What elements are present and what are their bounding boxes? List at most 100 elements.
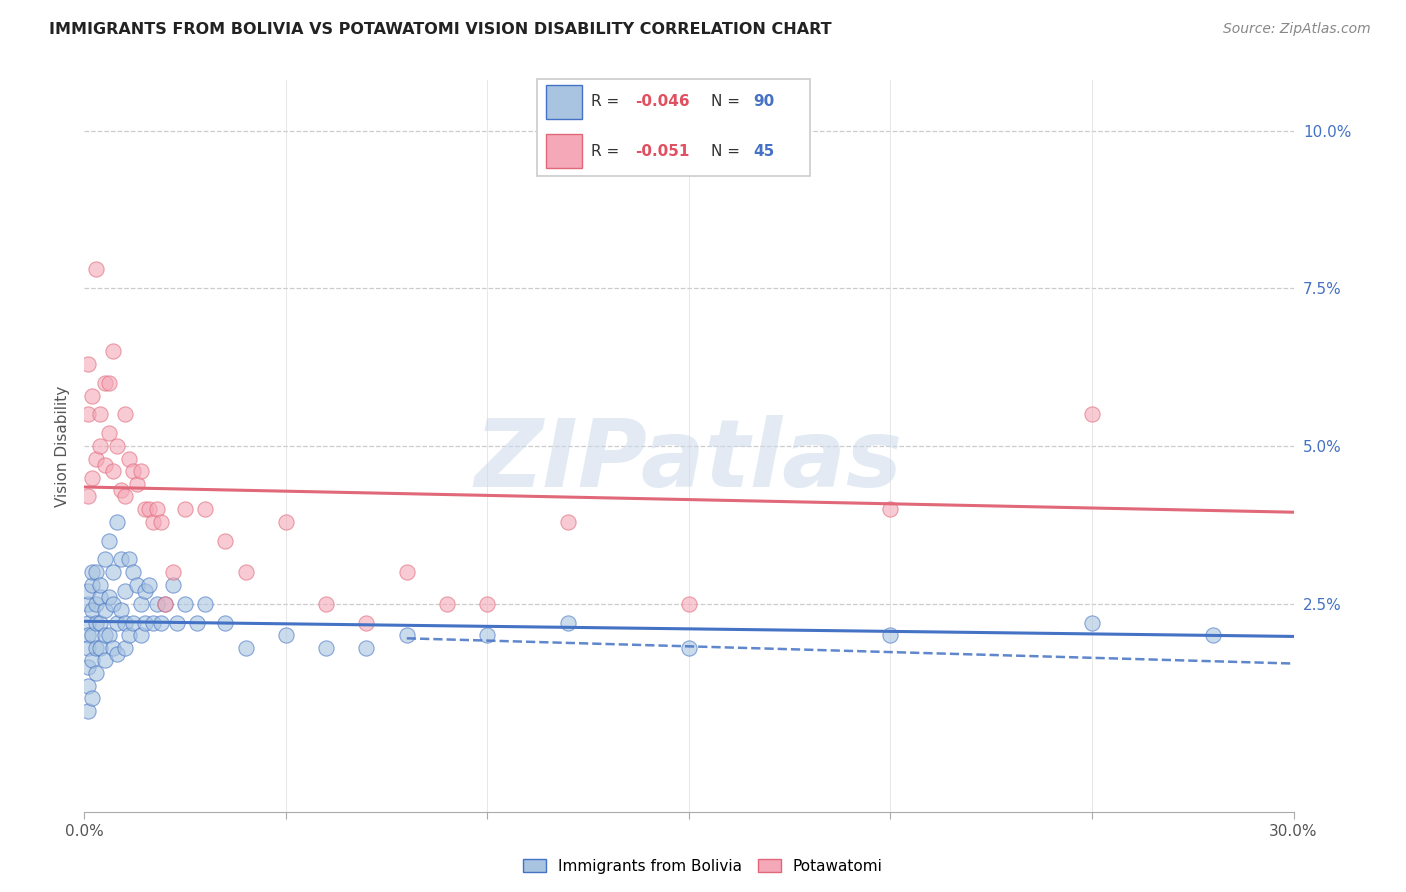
Point (356, 640, 378, 655)
Point (114, 640, 136, 655)
Text: R =: R = (591, 144, 624, 159)
Point (138, 502, 160, 516)
Point (121, 615, 143, 630)
Point (82, 388, 104, 402)
Point (138, 578, 160, 592)
Point (77, 357, 100, 371)
Point (395, 565, 418, 579)
Point (93, 628, 115, 642)
Point (77, 640, 100, 655)
Point (82, 628, 104, 642)
Point (1081, 408, 1104, 422)
FancyBboxPatch shape (537, 78, 810, 177)
Point (89, 578, 111, 592)
Text: Source: ZipAtlas.com: Source: ZipAtlas.com (1223, 22, 1371, 37)
Point (82, 470, 104, 484)
Point (214, 615, 236, 630)
Point (86, 615, 108, 630)
Point (153, 597, 176, 611)
Point (235, 565, 257, 579)
Point (110, 603, 132, 617)
Point (77, 408, 100, 422)
Point (274, 628, 297, 642)
Point (97, 376, 120, 390)
Text: -0.051: -0.051 (636, 144, 690, 159)
Y-axis label: Vision Disability: Vision Disability (55, 385, 70, 507)
Point (114, 584, 136, 599)
Text: 90: 90 (754, 95, 775, 110)
Point (105, 439, 128, 453)
Point (93, 603, 115, 617)
Point (86, 640, 108, 655)
Point (114, 408, 136, 422)
Point (86, 451, 108, 466)
Point (82, 578, 104, 592)
Point (77, 584, 100, 599)
Point (93, 552, 115, 566)
Point (114, 615, 136, 630)
Point (77, 704, 100, 718)
Point (89, 408, 111, 422)
Point (86, 597, 108, 611)
Point (129, 597, 152, 611)
Point (86, 262, 108, 277)
Point (477, 628, 499, 642)
Point (89, 591, 111, 605)
Point (118, 552, 141, 566)
Point (77, 615, 100, 630)
Point (118, 628, 141, 642)
Point (105, 615, 128, 630)
Point (436, 597, 458, 611)
Point (118, 451, 141, 466)
Point (82, 565, 104, 579)
Point (93, 376, 115, 390)
Text: IMMIGRANTS FROM BOLIVIA VS POTAWATOMI VISION DISABILITY CORRELATION CHART: IMMIGRANTS FROM BOLIVIA VS POTAWATOMI VI… (49, 22, 832, 37)
Point (97, 426, 120, 441)
Point (153, 597, 176, 611)
Point (89, 615, 111, 630)
Point (678, 640, 700, 655)
Point (101, 344, 124, 359)
Point (162, 565, 184, 579)
Text: R =: R = (591, 95, 624, 110)
Point (97, 628, 120, 642)
Point (105, 515, 128, 529)
Point (93, 653, 115, 667)
Point (101, 565, 124, 579)
Point (82, 691, 104, 706)
Point (86, 565, 108, 579)
Point (110, 552, 132, 566)
Point (82, 653, 104, 667)
Text: N =: N = (711, 95, 745, 110)
Text: 45: 45 (754, 144, 775, 159)
Point (146, 502, 169, 516)
Point (1081, 615, 1104, 630)
Point (879, 502, 901, 516)
Point (77, 597, 100, 611)
Point (166, 615, 188, 630)
Point (77, 628, 100, 642)
Point (162, 578, 184, 592)
Point (105, 647, 128, 661)
Point (77, 679, 100, 693)
Text: N =: N = (711, 144, 745, 159)
Point (557, 515, 579, 529)
Point (125, 578, 148, 592)
Point (315, 640, 337, 655)
Bar (546, 85, 582, 119)
Point (134, 502, 156, 516)
Point (879, 628, 901, 642)
Point (97, 591, 120, 605)
Point (214, 533, 236, 548)
Point (101, 640, 124, 655)
Point (194, 597, 217, 611)
Point (142, 515, 165, 529)
Point (121, 565, 143, 579)
Point (149, 615, 172, 630)
Point (134, 615, 156, 630)
Text: ZIPatlas: ZIPatlas (475, 415, 903, 507)
Point (274, 515, 297, 529)
Point (89, 640, 111, 655)
Text: -0.046: -0.046 (636, 95, 690, 110)
Point (101, 464, 124, 478)
